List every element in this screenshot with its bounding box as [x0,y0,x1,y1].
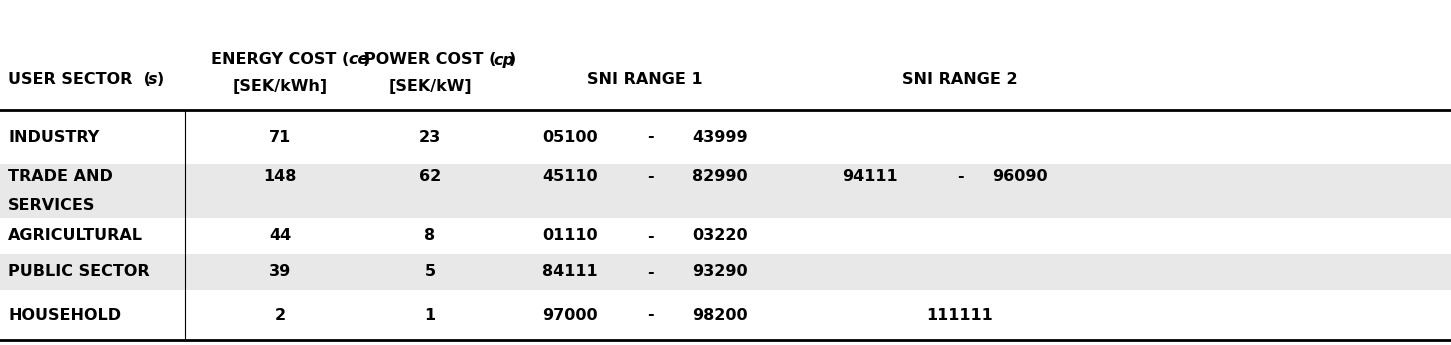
Text: 111111: 111111 [927,307,994,323]
Text: 2: 2 [274,307,286,323]
Text: 84111: 84111 [543,265,598,279]
Text: 82990: 82990 [692,169,747,184]
Bar [0,290,1451,340]
Text: AGRICULTURAL: AGRICULTURAL [9,228,144,244]
Text: 96090: 96090 [992,169,1048,184]
Text: SNI RANGE 1: SNI RANGE 1 [588,72,702,88]
Text: -: - [647,228,653,244]
Text: cp: cp [493,52,514,68]
Text: ): ) [363,52,370,68]
Text: TRADE AND: TRADE AND [9,169,113,184]
Text: 23: 23 [419,129,441,145]
Text: HOUSEHOLD: HOUSEHOLD [9,307,120,323]
Bar [0,218,1451,254]
Text: 93290: 93290 [692,265,747,279]
Text: -: - [647,129,653,145]
Text: 01110: 01110 [543,228,598,244]
Text: 44: 44 [268,228,292,244]
Text: USER SECTOR  (: USER SECTOR ( [9,72,151,88]
Bar [0,110,1451,164]
Text: [SEK/kW]: [SEK/kW] [389,79,472,95]
Text: SNI RANGE 2: SNI RANGE 2 [903,72,1017,88]
Text: ENERGY COST (: ENERGY COST ( [210,52,350,68]
Text: 71: 71 [268,129,292,145]
Text: SERVICES: SERVICES [9,198,96,213]
Text: 98200: 98200 [692,307,747,323]
Text: 97000: 97000 [543,307,598,323]
Text: 94111: 94111 [842,169,898,184]
Text: -: - [647,307,653,323]
Text: ): ) [157,72,164,88]
Text: 1: 1 [425,307,435,323]
Text: -: - [647,169,653,184]
Bar [0,254,1451,290]
Bar [0,164,1451,218]
Text: INDUSTRY: INDUSTRY [9,129,99,145]
Text: 148: 148 [263,169,296,184]
Text: 39: 39 [268,265,292,279]
Text: 43999: 43999 [692,129,747,145]
Text: ): ) [509,52,517,68]
Text: POWER COST (: POWER COST ( [364,52,496,68]
Text: PUBLIC SECTOR: PUBLIC SECTOR [9,265,149,279]
Text: 5: 5 [425,265,435,279]
Text: 62: 62 [419,169,441,184]
Text: 45110: 45110 [543,169,598,184]
Text: 8: 8 [425,228,435,244]
Text: -: - [647,265,653,279]
Text: 03220: 03220 [692,228,747,244]
Text: ce: ce [348,52,369,68]
Text: s: s [148,72,158,88]
Text: [SEK/kWh]: [SEK/kWh] [232,79,328,95]
Text: -: - [956,169,963,184]
Text: 05100: 05100 [543,129,598,145]
